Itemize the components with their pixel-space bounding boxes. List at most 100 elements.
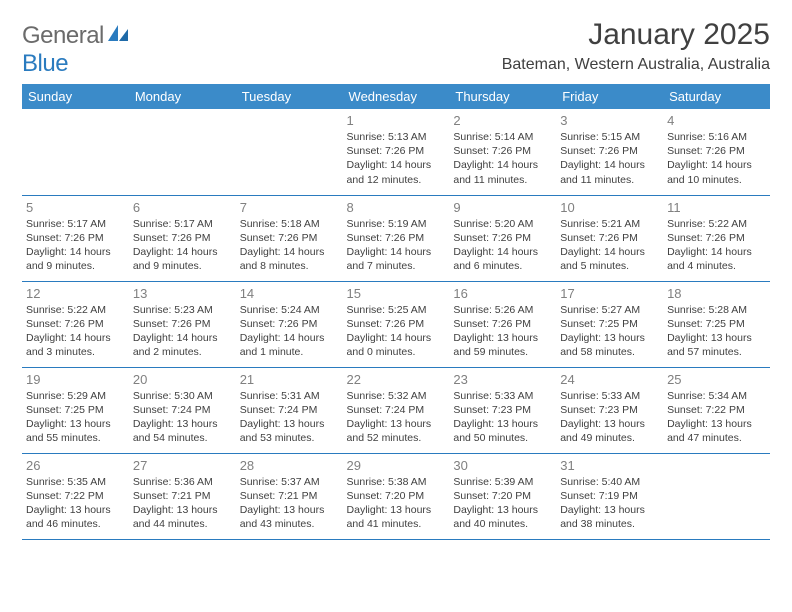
calendar-day-cell: 19Sunrise: 5:29 AMSunset: 7:25 PMDayligh… — [22, 367, 129, 453]
day-info: Sunrise: 5:30 AMSunset: 7:24 PMDaylight:… — [133, 389, 232, 446]
day-number: 17 — [560, 286, 659, 301]
sunset-text: Sunset: 7:22 PM — [26, 489, 125, 503]
daylight-line2: and 43 minutes. — [240, 517, 339, 531]
daylight-line2: and 38 minutes. — [560, 517, 659, 531]
sunrise-text: Sunrise: 5:16 AM — [667, 130, 766, 144]
sunrise-text: Sunrise: 5:36 AM — [133, 475, 232, 489]
title-block: January 2025 Bateman, Western Australia,… — [502, 18, 770, 74]
daylight-line1: Daylight: 14 hours — [347, 245, 446, 259]
day-info: Sunrise: 5:17 AMSunset: 7:26 PMDaylight:… — [133, 217, 232, 274]
day-info: Sunrise: 5:25 AMSunset: 7:26 PMDaylight:… — [347, 303, 446, 360]
day-number: 1 — [347, 113, 446, 128]
sunset-text: Sunset: 7:24 PM — [347, 403, 446, 417]
calendar-day-cell: 16Sunrise: 5:26 AMSunset: 7:26 PMDayligh… — [449, 281, 556, 367]
calendar-day-cell: 11 Sunrise: 5:22 AMSunset: 7:26 PMDayligh… — [663, 195, 770, 281]
day-number: 26 — [26, 458, 125, 473]
day-info: Sunrise: 5:17 AMSunset: 7:26 PMDaylight:… — [26, 217, 125, 274]
weekday-header: Sunday — [22, 84, 129, 109]
calendar-day-cell: 15 Sunrise: 5:25 AMSunset: 7:26 PMDayligh… — [343, 281, 450, 367]
day-number: 15 — [347, 286, 446, 301]
day-info: Sunrise: 5:27 AMSunset: 7:25 PMDaylight:… — [560, 303, 659, 360]
day-number: 10 — [560, 200, 659, 215]
day-number: 20 — [133, 372, 232, 387]
calendar-week-row: 19Sunrise: 5:29 AMSunset: 7:25 PMDayligh… — [22, 367, 770, 453]
daylight-line2: and 40 minutes. — [453, 517, 552, 531]
calendar-day-cell: 10Sunrise: 5:21 AMSunset: 7:26 PMDayligh… — [556, 195, 663, 281]
sunrise-text: Sunrise: 5:20 AM — [453, 217, 552, 231]
daylight-line1: Daylight: 13 hours — [240, 417, 339, 431]
daylight-line1: Daylight: 14 hours — [240, 331, 339, 345]
calendar-day-cell: 8 Sunrise: 5:19 AMSunset: 7:26 PMDaylight… — [343, 195, 450, 281]
sunset-text: Sunset: 7:26 PM — [453, 144, 552, 158]
day-info: Sunrise: 5:14 AMSunset: 7:26 PMDaylight:… — [453, 130, 552, 187]
daylight-line2: and 9 minutes. — [133, 259, 232, 273]
daylight-line1: Daylight: 13 hours — [560, 331, 659, 345]
daylight-line1: Daylight: 13 hours — [347, 503, 446, 517]
daylight-line2: and 6 minutes. — [453, 259, 552, 273]
sunset-text: Sunset: 7:20 PM — [347, 489, 446, 503]
sunrise-text: Sunrise: 5:40 AM — [560, 475, 659, 489]
daylight-line1: Daylight: 13 hours — [240, 503, 339, 517]
day-number: 31 — [560, 458, 659, 473]
sunrise-text: Sunrise: 5:33 AM — [453, 389, 552, 403]
sunrise-text: Sunrise: 5:31 AM — [240, 389, 339, 403]
day-number: 2 — [453, 113, 552, 128]
daylight-line1: Daylight: 13 hours — [560, 503, 659, 517]
weekday-header: Wednesday — [343, 84, 450, 109]
sunset-text: Sunset: 7:24 PM — [133, 403, 232, 417]
day-number: 8 — [347, 200, 446, 215]
sunset-text: Sunset: 7:25 PM — [26, 403, 125, 417]
calendar-day-cell: 26 Sunrise: 5:35 AMSunset: 7:22 PMDayligh… — [22, 453, 129, 539]
day-info: Sunrise: 5:35 AMSunset: 7:22 PMDaylight:… — [26, 475, 125, 532]
weekday-header: Thursday — [449, 84, 556, 109]
daylight-line2: and 11 minutes. — [453, 173, 552, 187]
calendar-empty-cell — [129, 109, 236, 195]
day-info: Sunrise: 5:38 AMSunset: 7:20 PMDaylight:… — [347, 475, 446, 532]
calendar-day-cell: 2 Sunrise: 5:14 AMSunset: 7:26 PMDaylight… — [449, 109, 556, 195]
daylight-line2: and 44 minutes. — [133, 517, 232, 531]
sunset-text: Sunset: 7:26 PM — [667, 144, 766, 158]
daylight-line2: and 47 minutes. — [667, 431, 766, 445]
calendar-day-cell: 17 Sunrise: 5:27 AMSunset: 7:25 PMDayligh… — [556, 281, 663, 367]
calendar-day-cell: 28Sunrise: 5:37 AMSunset: 7:21 PMDayligh… — [236, 453, 343, 539]
calendar-day-cell: 29Sunrise: 5:38 AMSunset: 7:20 PMDayligh… — [343, 453, 450, 539]
sunrise-text: Sunrise: 5:30 AM — [133, 389, 232, 403]
sunset-text: Sunset: 7:21 PM — [133, 489, 232, 503]
day-info: Sunrise: 5:22 AMSunset: 7:26 PMDaylight:… — [667, 217, 766, 274]
calendar-empty-cell — [22, 109, 129, 195]
calendar-day-cell: 18Sunrise: 5:28 AMSunset: 7:25 PMDayligh… — [663, 281, 770, 367]
sunset-text: Sunset: 7:26 PM — [347, 317, 446, 331]
daylight-line2: and 55 minutes. — [26, 431, 125, 445]
sunrise-text: Sunrise: 5:14 AM — [453, 130, 552, 144]
day-number: 5 — [26, 200, 125, 215]
daylight-line1: Daylight: 14 hours — [453, 245, 552, 259]
day-info: Sunrise: 5:13 AMSunset: 7:26 PMDaylight:… — [347, 130, 446, 187]
day-info: Sunrise: 5:23 AMSunset: 7:26 PMDaylight:… — [133, 303, 232, 360]
sunrise-text: Sunrise: 5:34 AM — [667, 389, 766, 403]
day-info: Sunrise: 5:28 AMSunset: 7:25 PMDaylight:… — [667, 303, 766, 360]
daylight-line1: Daylight: 13 hours — [667, 417, 766, 431]
sunset-text: Sunset: 7:26 PM — [347, 231, 446, 245]
day-info: Sunrise: 5:19 AMSunset: 7:26 PMDaylight:… — [347, 217, 446, 274]
day-number: 11 — [667, 200, 766, 215]
day-info: Sunrise: 5:31 AMSunset: 7:24 PMDaylight:… — [240, 389, 339, 446]
calendar-week-row: 1 Sunrise: 5:13 AMSunset: 7:26 PMDaylight… — [22, 109, 770, 195]
day-number: 6 — [133, 200, 232, 215]
daylight-line1: Daylight: 13 hours — [133, 417, 232, 431]
daylight-line1: Daylight: 14 hours — [240, 245, 339, 259]
daylight-line1: Daylight: 14 hours — [560, 158, 659, 172]
calendar-table: SundayMondayTuesdayWednesdayThursdayFrid… — [22, 84, 770, 540]
daylight-line1: Daylight: 13 hours — [560, 417, 659, 431]
sunrise-text: Sunrise: 5:21 AM — [560, 217, 659, 231]
sunrise-text: Sunrise: 5:29 AM — [26, 389, 125, 403]
sunrise-text: Sunrise: 5:35 AM — [26, 475, 125, 489]
day-info: Sunrise: 5:24 AMSunset: 7:26 PMDaylight:… — [240, 303, 339, 360]
day-number: 4 — [667, 113, 766, 128]
calendar-day-cell: 23Sunrise: 5:33 AMSunset: 7:23 PMDayligh… — [449, 367, 556, 453]
sunset-text: Sunset: 7:26 PM — [133, 317, 232, 331]
calendar-day-cell: 1 Sunrise: 5:13 AMSunset: 7:26 PMDaylight… — [343, 109, 450, 195]
day-info: Sunrise: 5:32 AMSunset: 7:24 PMDaylight:… — [347, 389, 446, 446]
logo-sail-icon — [108, 22, 130, 49]
sunset-text: Sunset: 7:26 PM — [240, 231, 339, 245]
brand-part2: Blue — [22, 50, 68, 77]
